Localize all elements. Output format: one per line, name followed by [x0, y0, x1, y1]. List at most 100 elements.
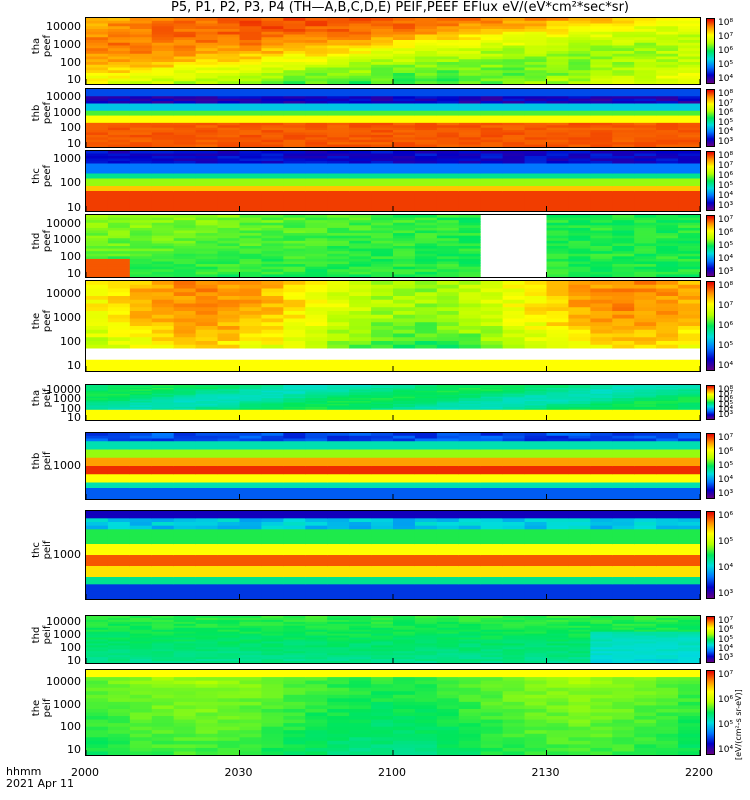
spectrogram-cell — [195, 412, 219, 415]
spectrogram-cell — [590, 479, 613, 484]
spectrogram-cell — [261, 256, 284, 260]
spectrogram-cell — [546, 196, 570, 200]
spectrogram-cell — [239, 274, 263, 277]
spectrogram-cell — [217, 40, 241, 44]
spectrogram-cell — [195, 75, 219, 80]
spectrogram-cell — [327, 460, 350, 464]
spectrogram-cell — [151, 134, 175, 138]
spectrogram-cell — [151, 186, 175, 190]
spectrogram-cell — [656, 307, 679, 312]
spectrogram-cell — [217, 359, 241, 365]
spectrogram-cell — [151, 444, 175, 448]
spectrogram-cell — [458, 62, 482, 66]
spectrogram-cell — [414, 471, 438, 475]
spectrogram-cell — [195, 322, 219, 327]
spectrogram-cell — [327, 217, 350, 221]
spectrogram-cell — [436, 261, 460, 265]
spectrogram-cell — [546, 48, 570, 52]
spectrogram-cell — [436, 163, 460, 167]
spectrogram-cell — [458, 266, 482, 270]
spectrogram-cell — [349, 40, 372, 44]
spectrogram-cell — [305, 201, 328, 205]
spectrogram-cell — [86, 203, 109, 207]
spectrogram-cell — [305, 220, 328, 224]
spectrogram-cell — [480, 409, 504, 412]
spectrogram-cell — [524, 105, 548, 109]
spectrogram-cell — [590, 326, 613, 331]
spectrogram-cell — [327, 178, 350, 182]
spectrogram-cell — [480, 151, 504, 155]
spectrogram-cell — [327, 206, 350, 210]
spectrogram-cell — [349, 253, 372, 257]
spectrogram-cell — [656, 51, 679, 55]
spectrogram-cell — [283, 337, 306, 342]
spectrogram-cell — [436, 75, 460, 80]
spectrogram-cell — [305, 246, 328, 250]
spectrogram-cell — [283, 296, 306, 301]
spectrogram-cell — [151, 73, 175, 77]
spectrogram-cell — [217, 412, 241, 415]
spectrogram-cell — [327, 337, 350, 342]
spectrogram-cell — [634, 96, 657, 100]
spectrogram-cell — [524, 20, 548, 25]
spectrogram-cell — [195, 225, 219, 229]
spectrogram-cell — [458, 457, 482, 462]
spectrogram-cell — [239, 390, 263, 393]
spectrogram-cell — [283, 132, 306, 136]
spectrogram-cell — [656, 67, 679, 71]
spectrogram-cell — [86, 248, 109, 252]
spectrogram-cell — [129, 89, 153, 93]
spectrogram-cell — [678, 405, 700, 408]
spectrogram-cell — [371, 203, 394, 207]
spectrogram-cell — [261, 217, 284, 221]
spectrogram-cell — [678, 51, 700, 55]
spectrogram-cell — [590, 390, 613, 393]
spectrogram-cell — [371, 452, 394, 456]
spectrogram-cell — [283, 395, 306, 398]
spectrogram-cell — [458, 415, 482, 418]
spectrogram-cell — [129, 303, 153, 308]
spectrogram-cell — [129, 233, 153, 237]
spectrogram-cell — [217, 93, 241, 97]
spectrogram-cell — [107, 544, 131, 549]
spectrogram-cell — [305, 387, 328, 390]
spectrogram-cell — [173, 31, 197, 36]
spectrogram-cell — [86, 449, 109, 453]
spectrogram-cell — [327, 56, 350, 60]
spectrogram-cell — [129, 258, 153, 263]
spectrogram-cell — [129, 363, 153, 368]
spectrogram-cell — [371, 238, 394, 242]
spectrogram-cell — [217, 89, 241, 93]
spectrogram-cell — [371, 113, 394, 117]
spectrogram-cell — [195, 153, 219, 157]
spectrogram-cell — [305, 110, 328, 114]
spectrogram-cell — [678, 399, 700, 402]
spectrogram-cell — [634, 274, 657, 277]
spectrogram-cell — [349, 482, 372, 486]
spectrogram-panel-tha-peef — [85, 17, 701, 85]
spectrogram-cell — [305, 367, 328, 371]
spectrogram-cell — [173, 457, 197, 462]
spectrogram-cell — [173, 101, 197, 105]
spectrogram-cell — [634, 253, 657, 257]
spectrogram-cell — [261, 408, 284, 411]
spectrogram-cell — [195, 435, 219, 440]
spectrogram-cell — [568, 322, 591, 327]
spectrogram-cell — [656, 163, 679, 167]
spectrogram-cell — [502, 438, 526, 442]
spectrogram-cell — [502, 403, 526, 407]
spectrogram-cell — [458, 284, 482, 290]
spectrogram-cell — [129, 435, 153, 440]
spectrogram-cell — [261, 53, 284, 58]
spectrogram-cell — [107, 367, 131, 371]
spectrogram-cell — [261, 402, 284, 405]
spectrogram-cell — [195, 96, 219, 100]
spectrogram-cell — [349, 191, 372, 195]
spectrogram-cell — [480, 139, 504, 143]
spectrogram-cell — [371, 45, 394, 49]
spectrogram-cell — [195, 118, 219, 122]
spectrogram-cell — [305, 144, 328, 147]
spectrogram-cell — [590, 166, 613, 170]
spectrogram-cell — [173, 418, 197, 420]
spectrogram-cell — [590, 386, 613, 389]
